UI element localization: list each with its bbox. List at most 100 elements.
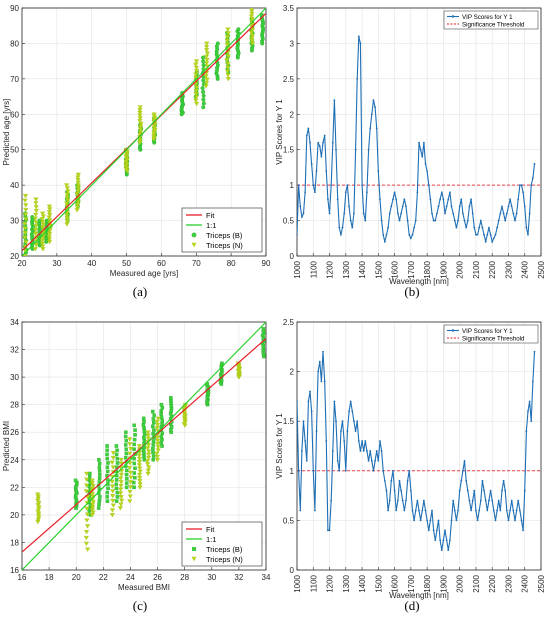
- scatter-point: [33, 197, 39, 202]
- legend-label: 1:1: [206, 221, 216, 230]
- scatter-point: [105, 456, 109, 461]
- data-point: [348, 205, 350, 208]
- data-point: [375, 450, 378, 452]
- data-point: [419, 148, 422, 151]
- scatter-point: [65, 198, 71, 203]
- scatter-point: [84, 512, 90, 517]
- data-point: [453, 219, 456, 222]
- data-point: [353, 420, 355, 423]
- y-tick-label: 60: [10, 110, 19, 119]
- scatter-point: [160, 406, 165, 410]
- scatter-point: [110, 451, 117, 456]
- y-tick-label: 2: [290, 110, 295, 119]
- scatter-point: [160, 418, 164, 423]
- scatter-point: [201, 63, 206, 68]
- data-point: [380, 219, 383, 222]
- data-point: [527, 233, 529, 236]
- data-point: [367, 148, 370, 151]
- data-point: [366, 450, 368, 452]
- plot-content: [22, 322, 266, 570]
- scatter-point: [201, 55, 206, 60]
- scatter-point: [224, 69, 231, 74]
- data-point: [518, 509, 521, 512]
- data-point: [492, 237, 495, 240]
- data-point: [370, 113, 373, 116]
- scatter-point: [144, 459, 151, 464]
- panel-d: 1000 1100 1200 1300 1400 1500 1600 1700 1800 1900…: [275, 0, 546, 600]
- scatter-point: [201, 93, 206, 98]
- data-point: [497, 499, 500, 502]
- x-tick-label: 80: [227, 259, 236, 268]
- data-point: [305, 134, 308, 137]
- y-tick-label: 90: [10, 4, 19, 13]
- data-point: [492, 509, 495, 512]
- data-point: [403, 198, 406, 201]
- data-point: [512, 509, 515, 512]
- data-point: [379, 440, 381, 442]
- scatter-point: [114, 486, 119, 491]
- data-point: [484, 240, 487, 243]
- scatter-point: [64, 186, 70, 191]
- data-point: [450, 519, 453, 522]
- data-point: [401, 499, 404, 502]
- data-point: [491, 240, 494, 243]
- data-point: [297, 469, 300, 472]
- scatter-point: [169, 396, 173, 400]
- data-point: [462, 469, 464, 472]
- data-point: [471, 499, 474, 502]
- scatter-point: [128, 446, 134, 452]
- data-point: [309, 141, 311, 144]
- x-tick-label: 2300: [504, 574, 513, 592]
- scatter-point: [22, 235, 28, 240]
- x-tick-label: 32: [234, 573, 243, 582]
- data-point: [333, 400, 336, 403]
- data-point: [465, 479, 468, 482]
- scatter-point: [118, 487, 124, 492]
- scatter-point: [204, 77, 210, 82]
- legend-label: Fit: [206, 211, 215, 220]
- data-point: [304, 191, 307, 194]
- data-point: [515, 212, 518, 215]
- scatter-point: [200, 86, 205, 91]
- scatter-point: [110, 455, 116, 461]
- y-tick-label: 70: [10, 75, 19, 84]
- data-point: [471, 212, 474, 215]
- data-point: [356, 77, 359, 80]
- data-point: [537, 0, 539, 1]
- data-point: [305, 459, 308, 462]
- data-point: [369, 450, 372, 452]
- scatter-point: [124, 485, 129, 490]
- data-point: [535, 0, 537, 1]
- data-point: [354, 430, 357, 433]
- data-point: [484, 499, 487, 502]
- scatter-point: [110, 489, 116, 494]
- scatter-point: [125, 481, 129, 485]
- data-point: [455, 519, 458, 522]
- scatter-point: [203, 54, 209, 59]
- x-tick-label: 16: [18, 573, 27, 582]
- scatter-point: [160, 431, 165, 436]
- x-tick-label: 1000: [293, 260, 302, 278]
- x-tick-label: 20: [72, 573, 81, 582]
- y-tick-label: 50: [10, 146, 19, 155]
- data-point: [346, 430, 349, 433]
- scatter-point: [105, 499, 110, 503]
- data-point: [317, 370, 320, 373]
- x-axis-label: Measured BMI: [118, 583, 170, 592]
- scatter-point: [159, 415, 164, 420]
- data-point: [302, 212, 305, 215]
- scatter-point: [88, 471, 92, 476]
- scatter-point: [97, 502, 101, 507]
- scatter-point: [124, 472, 129, 477]
- scatter-point: [141, 423, 146, 427]
- data-point: [449, 539, 451, 542]
- data-point: [327, 198, 329, 201]
- data-point: [426, 519, 429, 522]
- scatter-point: [127, 442, 133, 447]
- data-point: [460, 479, 463, 482]
- scatter-point: [142, 426, 146, 430]
- scatter-point: [22, 231, 28, 236]
- data-point: [406, 219, 409, 222]
- data-point: [411, 233, 414, 236]
- scatter-point: [22, 194, 29, 199]
